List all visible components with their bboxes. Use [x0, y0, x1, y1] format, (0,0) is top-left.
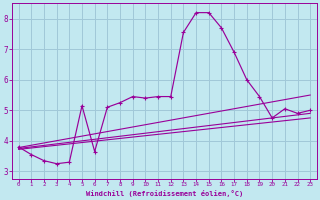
X-axis label: Windchill (Refroidissement éolien,°C): Windchill (Refroidissement éolien,°C) — [86, 190, 243, 197]
